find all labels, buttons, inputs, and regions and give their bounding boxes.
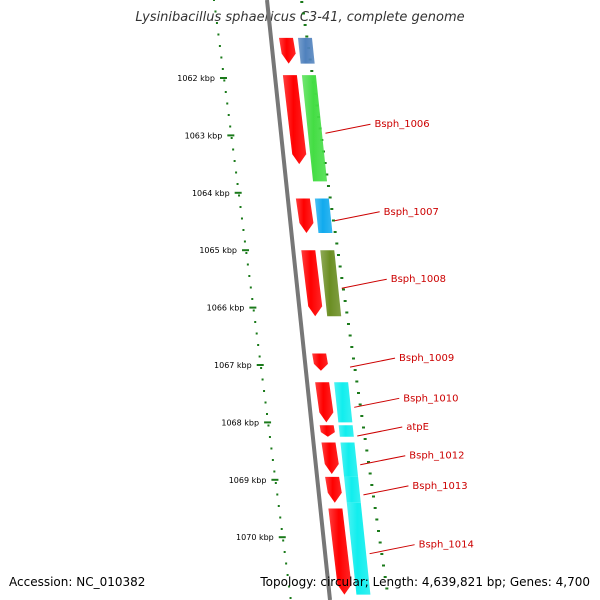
gene-arrow	[340, 442, 359, 477]
gene-label-leader	[363, 485, 409, 496]
tick-label: 1063 kbp	[185, 131, 223, 140]
gene-label-leader	[354, 397, 400, 408]
tick-label: 1070 kbp	[236, 533, 274, 542]
gene-label-leader	[369, 544, 415, 555]
tick-label: 1066 kbp	[207, 304, 245, 313]
orf-arrow	[321, 442, 339, 475]
gene-label-leader	[360, 455, 406, 466]
gene-label[interactable]: Bsph_1012	[409, 451, 464, 462]
gene-arrow	[314, 198, 333, 233]
orf-arrow	[282, 75, 307, 165]
tick-label: 1065 kbp	[199, 246, 237, 255]
gene-arrow	[320, 250, 342, 317]
gene-label[interactable]: Bsph_1009	[399, 353, 454, 364]
gene-label-leader	[341, 278, 387, 289]
tick-label: 1069 kbp	[229, 476, 267, 485]
orf-arrow	[319, 425, 335, 437]
gene-label[interactable]: Bsph_1007	[384, 207, 439, 218]
gene-arrow	[334, 382, 353, 423]
tick-label: 1068 kbp	[221, 418, 259, 427]
orf-arrow	[328, 508, 352, 595]
gene-label[interactable]: Bsph_1013	[412, 481, 467, 492]
tick-label: 1062 kbp	[177, 74, 215, 83]
gene-label-leader	[357, 426, 403, 437]
gene-arrow	[338, 425, 354, 437]
orf-arrow	[278, 37, 296, 64]
tick-label: 1067 kbp	[214, 361, 252, 370]
orf-arrow	[312, 353, 328, 371]
tick-label: 1064 kbp	[192, 189, 230, 198]
gene-arrow	[346, 502, 371, 595]
orf-arrow	[295, 198, 314, 233]
gene-label[interactable]: Bsph_1006	[374, 119, 429, 130]
gene-label-leader	[349, 357, 396, 368]
orf-arrow	[315, 382, 334, 423]
gene-label[interactable]: atpE	[406, 422, 429, 433]
gene-label[interactable]: Bsph_1010	[403, 393, 458, 404]
gene-label-leader	[325, 123, 371, 134]
orf-arrow	[301, 250, 323, 317]
gene-arrow	[344, 476, 361, 503]
backbone-line	[265, 0, 332, 600]
gene-arrow	[301, 75, 328, 182]
gene-label-leader	[334, 211, 380, 222]
gene-arrow	[297, 37, 315, 64]
gene-label[interactable]: Bsph_1008	[391, 274, 446, 285]
accession-text: Accession: NC_010382	[9, 575, 146, 589]
gene-label[interactable]: Bsph_1014	[419, 540, 474, 551]
orf-arrow	[325, 476, 342, 503]
genome-summary-text: Topology: circular; Length: 4,639,821 bp…	[260, 575, 590, 589]
genome-title: Lysinibacillus sphaericus C3-41, complet…	[135, 10, 465, 25]
